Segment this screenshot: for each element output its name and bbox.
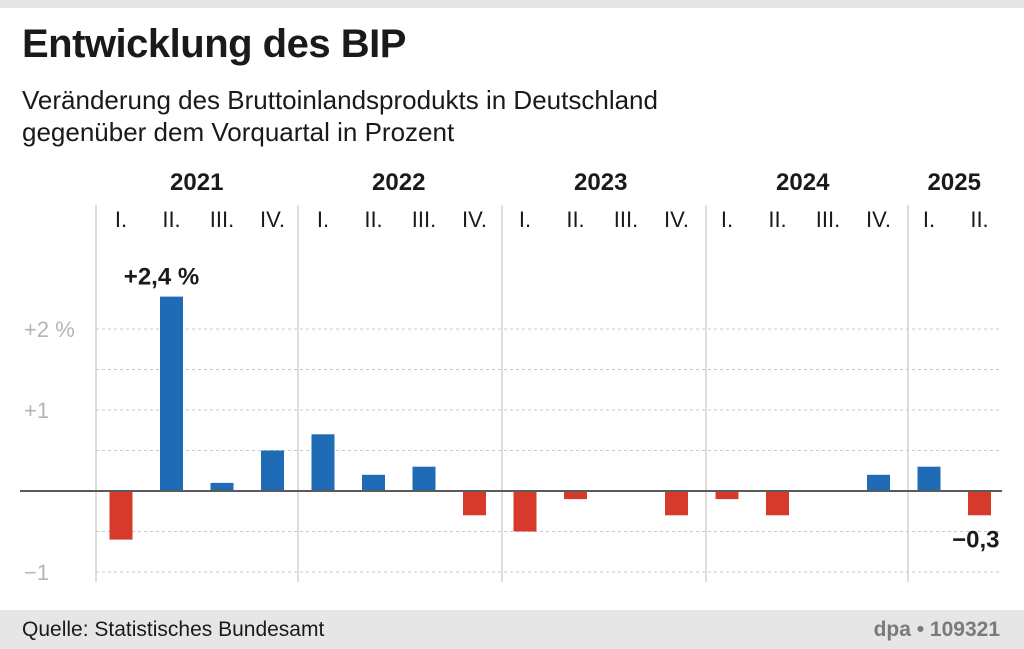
bar-chart: +2 % +1 −1 I. II. III. IV. 2021 I. II. III. IV. 2022… bbox=[0, 0, 1024, 610]
bar bbox=[665, 491, 688, 515]
bar bbox=[362, 475, 385, 491]
bar bbox=[463, 491, 486, 515]
quarter-label: II. bbox=[768, 207, 786, 232]
footer: Quelle: Statistisches Bundesamt dpa • 10… bbox=[0, 610, 1024, 649]
quarter-label: II. bbox=[566, 207, 584, 232]
bar bbox=[564, 491, 587, 499]
y-tick-label: +2 % bbox=[24, 317, 75, 342]
bar bbox=[312, 434, 335, 491]
bar bbox=[716, 491, 739, 499]
year-label: 2022 bbox=[372, 169, 425, 196]
data-label: +2,4 % bbox=[124, 264, 199, 291]
quarter-label: III. bbox=[210, 207, 234, 232]
quarter-label: II. bbox=[162, 207, 180, 232]
quarter-label: IV. bbox=[866, 207, 891, 232]
bar bbox=[766, 491, 789, 515]
quarter-label: II. bbox=[364, 207, 382, 232]
quarter-label: I. bbox=[519, 207, 531, 232]
credit-text: dpa • 109321 bbox=[874, 618, 1000, 642]
quarter-label: III. bbox=[412, 207, 436, 232]
year-label: 2023 bbox=[574, 169, 627, 196]
quarter-label: IV. bbox=[664, 207, 689, 232]
year-label: 2025 bbox=[928, 169, 981, 196]
quarter-label: IV. bbox=[462, 207, 487, 232]
year-label: 2024 bbox=[776, 169, 830, 196]
bar bbox=[867, 475, 890, 491]
bar bbox=[261, 451, 284, 492]
quarter-label: I. bbox=[721, 207, 733, 232]
quarter-label: I. bbox=[317, 207, 329, 232]
quarter-label: I. bbox=[115, 207, 127, 232]
y-tick-label: −1 bbox=[24, 560, 49, 585]
quarter-label: I. bbox=[923, 207, 935, 232]
quarter-label: IV. bbox=[260, 207, 285, 232]
bar bbox=[413, 467, 436, 491]
source-text: Quelle: Statistisches Bundesamt bbox=[22, 618, 324, 642]
bar bbox=[160, 297, 183, 491]
data-label: −0,3 bbox=[952, 526, 999, 553]
quarter-label: III. bbox=[816, 207, 840, 232]
quarter-label: III. bbox=[614, 207, 638, 232]
bar bbox=[514, 491, 537, 532]
bar bbox=[211, 483, 234, 491]
bar bbox=[110, 491, 133, 540]
bar bbox=[968, 491, 991, 515]
bar bbox=[918, 467, 941, 491]
year-label: 2021 bbox=[170, 169, 223, 196]
quarter-label: II. bbox=[970, 207, 988, 232]
y-tick-label: +1 bbox=[24, 398, 49, 423]
